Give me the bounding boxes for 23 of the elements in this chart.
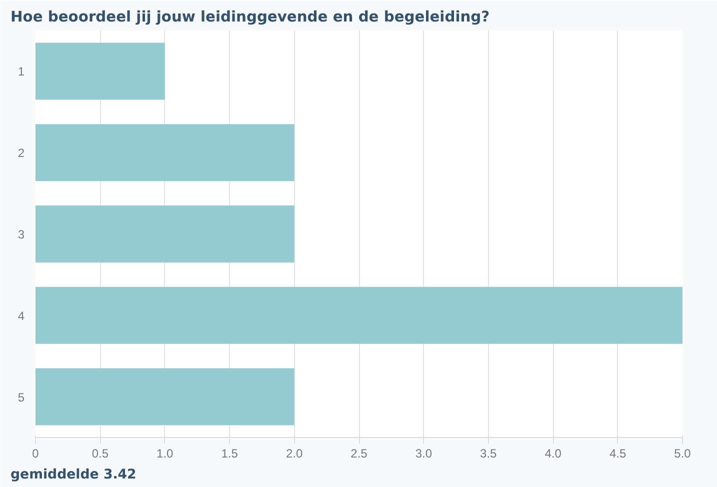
bar [36, 42, 165, 100]
x-tick-label: 5.0 [674, 446, 692, 460]
x-tick-label: 2.5 [350, 446, 368, 460]
x-tick-label: 4.5 [609, 446, 626, 460]
y-tick-label: 4 [18, 308, 25, 323]
x-tick-label: 2.0 [286, 446, 303, 460]
x-tick-label: 4.0 [544, 446, 562, 460]
x-tick-label: 0.5 [92, 446, 109, 460]
x-tick-label: 1.0 [156, 446, 174, 460]
bar [36, 286, 682, 344]
x-tick-label: 3.5 [480, 446, 498, 460]
y-tick-label: 3 [18, 228, 25, 242]
bar [36, 206, 294, 262]
x-tick-label: 0 [32, 446, 40, 460]
y-tick-label: 1 [18, 64, 25, 79]
bar [36, 124, 294, 182]
x-tick-label: 3.0 [415, 446, 432, 460]
y-tick-label: 5 [18, 390, 25, 404]
text: gemiddelde 3.42 [10, 468, 136, 482]
x-tick-label: 1.5 [221, 446, 238, 460]
chart-title: Hoe beoordeel jij jouw leidinggevende en de begeleiding? [10, 8, 490, 26]
bar [36, 368, 294, 426]
y-tick-label: 2 [18, 146, 25, 160]
